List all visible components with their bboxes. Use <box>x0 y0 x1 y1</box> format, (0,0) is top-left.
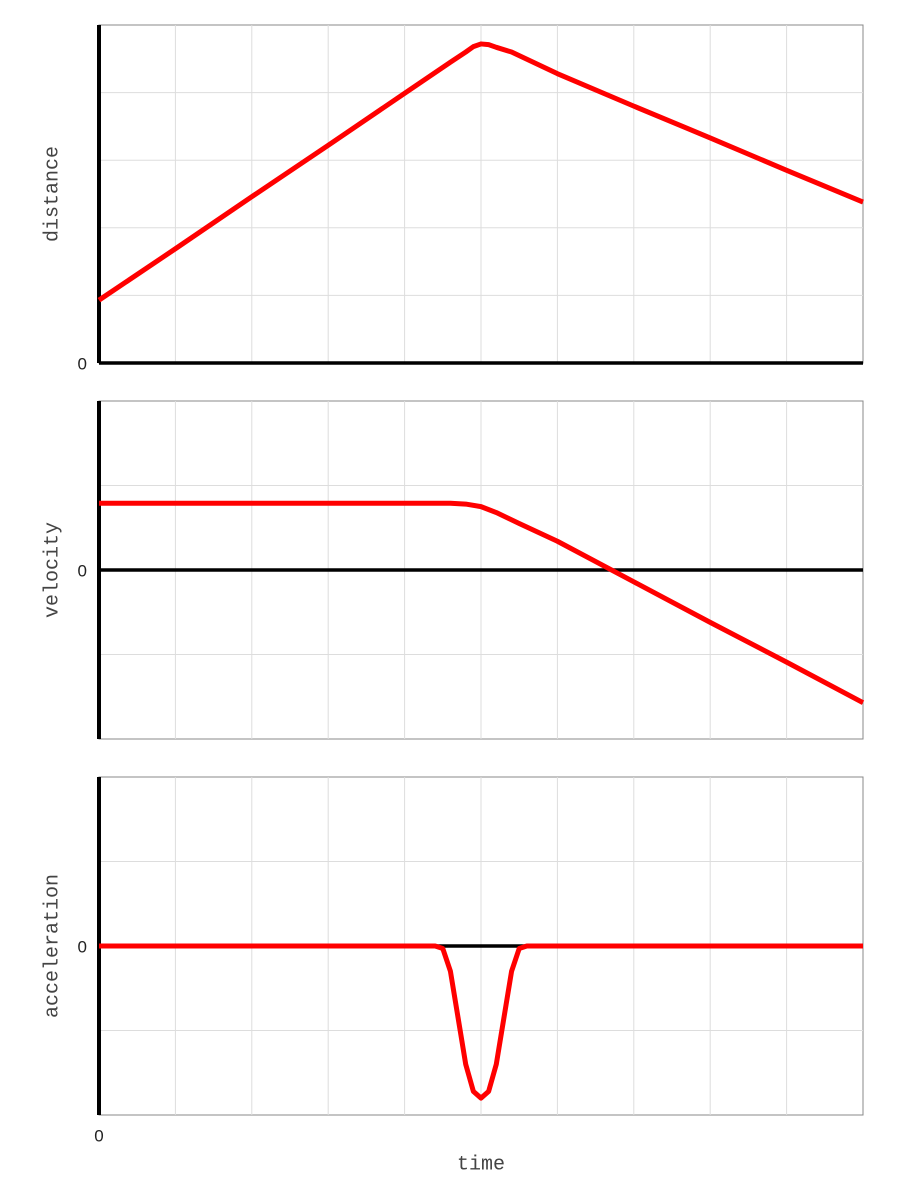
data-line <box>97 41 864 303</box>
x-axis-label: time <box>457 1153 505 1176</box>
y-tick-label: 0 <box>78 354 87 373</box>
data-line <box>99 943 863 1101</box>
y-axis-label: distance <box>41 146 64 242</box>
y-axis-label: acceleration <box>41 874 64 1018</box>
data-line <box>99 500 865 705</box>
x-tick-label: 0 <box>94 1126 103 1145</box>
y-tick-label: 0 <box>78 937 87 956</box>
y-axis-label: velocity <box>41 522 64 618</box>
y-tick-label: 0 <box>78 561 87 580</box>
